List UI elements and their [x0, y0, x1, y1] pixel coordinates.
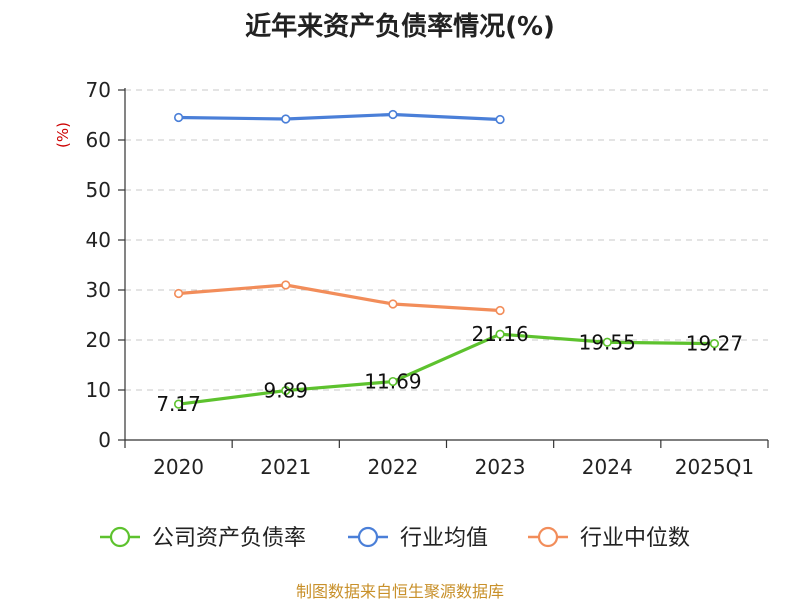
- y-tick-label: 50: [86, 178, 111, 202]
- data-label: 9.89: [263, 379, 308, 403]
- legend-marker: [537, 526, 559, 548]
- legend-entry: 公司资产负债率: [152, 526, 306, 551]
- data-label: 19.27: [686, 332, 743, 356]
- data-point: [388, 299, 398, 309]
- y-tick-label: 0: [98, 428, 111, 452]
- source-note: 制图数据来自恒生聚源数据库: [295, 582, 504, 601]
- legend-marker: [357, 526, 379, 548]
- data-point: [495, 329, 505, 339]
- data-point: [281, 280, 291, 290]
- x-tick-label: 2023: [475, 455, 526, 479]
- legend-entry: 行业中位数: [580, 526, 690, 551]
- legend-marker: [109, 526, 131, 548]
- y-tick-label: 60: [86, 128, 111, 152]
- data-point: [281, 114, 291, 124]
- data-point: [173, 399, 184, 409]
- data-point: [173, 288, 184, 299]
- x-tick-label: 2021: [260, 455, 311, 479]
- y-tick-label: 10: [86, 378, 111, 402]
- x-tick-label: 2022: [367, 455, 418, 479]
- x-tick-label: 2024: [582, 455, 633, 479]
- data-point: [388, 376, 398, 387]
- data-point: [281, 385, 291, 396]
- data-point: [173, 112, 184, 123]
- y-tick-label: 30: [86, 278, 111, 302]
- chart-title: 近年来资产负债率情况(%): [245, 12, 555, 42]
- x-tick-label: 2020: [153, 455, 204, 479]
- x-tick-label: 2025Q1: [675, 455, 754, 479]
- data-label: 19.55: [579, 330, 636, 354]
- series-line: [178, 112, 501, 122]
- data-point: [709, 339, 720, 349]
- data-label: 11.69: [364, 370, 421, 394]
- data-point: [388, 109, 398, 120]
- data-point: [495, 305, 505, 316]
- data-label: 21.16: [471, 322, 528, 346]
- legend-entry: 行业均值: [400, 526, 488, 551]
- data-label: 7.17: [156, 392, 201, 416]
- y-tick-label: 40: [86, 228, 111, 252]
- y-tick-label: 70: [86, 78, 111, 102]
- data-point: [602, 337, 612, 347]
- series-line: [178, 332, 715, 406]
- data-point: [495, 114, 505, 125]
- series-line: [178, 283, 501, 313]
- y-tick-label: 20: [86, 328, 111, 352]
